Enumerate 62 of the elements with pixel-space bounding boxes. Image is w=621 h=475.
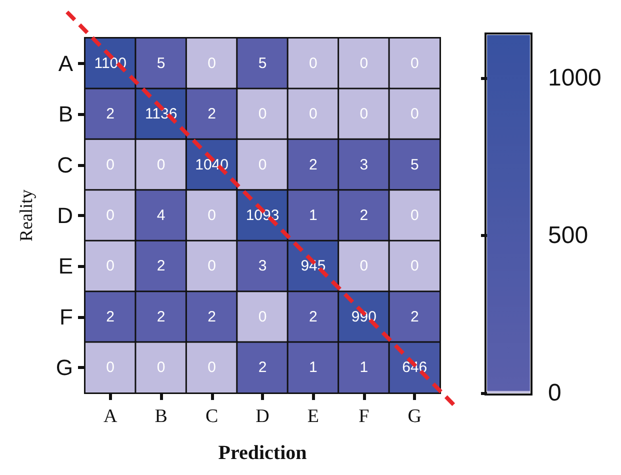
data-label: 0 [410,54,419,72]
color-bar-label: 0 [548,380,562,406]
data-label: 0 [208,359,216,376]
data-label: 2 [156,258,166,275]
data-label: 3 [360,156,368,174]
x-tick-label: B [154,406,168,427]
data-label: 4 [156,207,166,224]
data-label: 0 [410,258,419,275]
data-label: 0 [410,207,419,224]
x-tick-label: D [256,406,270,427]
y-tick-label: E [58,254,73,279]
x-axis-title: Prediction [218,442,307,464]
x-tick-label: C [205,406,218,427]
y-tick-label: G [56,355,73,380]
data-label: 2 [309,156,318,174]
data-label: 0 [208,54,216,72]
data-label: 0 [360,54,368,72]
data-label: 0 [258,106,267,123]
y-tick-label: B [58,102,73,127]
data-label: 2 [410,308,419,326]
data-label: 5 [410,156,419,174]
y-tick-label: F [60,304,73,330]
data-label: 1 [309,207,318,224]
data-label: 2 [156,308,166,326]
data-label: 0 [309,106,318,123]
data-label: 1 [360,359,368,376]
data-label: 2 [258,359,267,376]
data-label: 2 [208,106,216,123]
data-label: 5 [258,54,267,72]
data-label: 5 [156,54,166,72]
data-label: 0 [106,258,115,275]
x-tick-label: G [408,406,422,427]
data-label: 2 [360,207,368,224]
data-label: 2 [309,308,318,326]
data-label: 2 [208,308,216,326]
data-label: 0 [360,258,368,275]
data-label: 0 [309,54,318,72]
x-tick-label: A [103,406,118,427]
data-label: 0 [360,106,368,123]
data-label: 2 [106,106,115,123]
data-label: 0 [106,359,115,376]
data-label: 0 [106,156,115,174]
data-label: 1 [309,359,318,376]
color-bar-label: 500 [548,222,588,249]
data-label: 1093 [246,207,280,224]
data-label: 0 [106,207,115,224]
data-label: 0 [258,156,267,174]
data-label: 0 [208,207,216,224]
y-tick-label: A [58,50,74,76]
data-label: 0 [156,359,166,376]
data-label: 0 [208,258,216,275]
data-label: 0 [258,308,267,326]
color-bar-label: 1000 [548,64,602,92]
y-tick-label: C [57,152,74,178]
data-label: 2 [106,308,115,326]
data-label: 0 [410,106,419,123]
y-axis-title: Reality [16,190,36,242]
data-label: 0 [156,156,166,174]
y-tick-label: D [57,203,73,228]
x-tick-label: F [358,406,370,427]
data-label: 3 [258,258,267,275]
x-tick-label: E [307,406,320,427]
